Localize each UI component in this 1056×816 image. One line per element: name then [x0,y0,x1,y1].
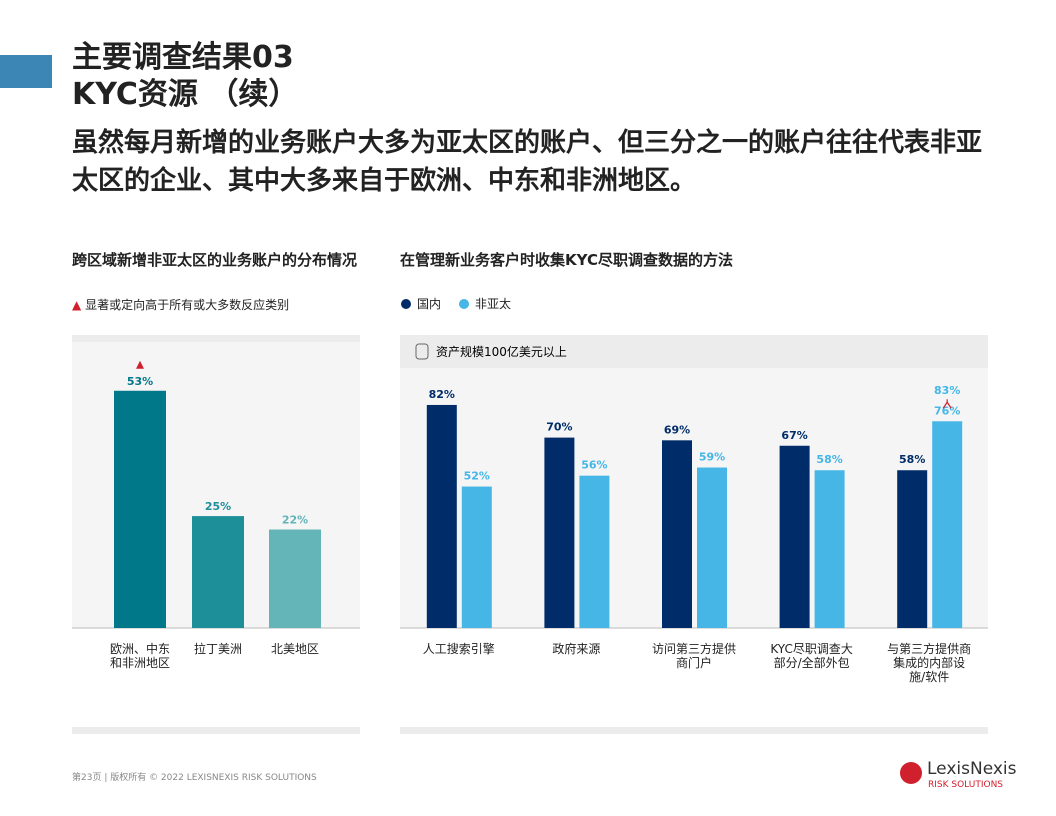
x-tick-label: 访问第三方提供商门户 [651,642,736,670]
significance-marker [136,360,144,369]
x-tick-label: 拉丁美洲 [193,642,242,656]
panel-strip [400,727,988,734]
legend-swatch [401,299,411,309]
bar [269,529,321,628]
value-label: 58% [899,453,925,466]
arrow-head [942,401,952,409]
bar [662,440,692,628]
x-tick-label: 政府来源 [552,642,601,656]
legend-label: 非亚太 [475,296,511,311]
value-label: 53% [127,375,153,388]
value-label: 82% [429,388,455,401]
bar [779,445,810,628]
x-tick-label: 欧洲、中东和非洲地区 [109,642,170,670]
bar [426,404,457,628]
value-label: 25% [205,500,231,513]
bar [814,470,845,628]
legend-swatch [459,299,469,309]
panel-header [400,335,988,368]
value-label: 52% [464,470,490,483]
value-label: 69% [664,423,690,436]
x-tick-label: 与第三方提供商集成的内部设施/软件 [887,642,972,684]
bar [114,390,166,628]
bar [192,516,244,628]
value-label: 59% [699,451,725,464]
value-label: 22% [282,514,308,527]
logo: LexisNexis [927,759,1017,779]
value-label: 58% [816,453,842,466]
note-text: 显著或定向高于所有或大多数反应类别 [85,298,290,312]
panel-subtitle: 资产规模100亿美元以上 [436,344,567,359]
bar [932,421,963,628]
value-label: 67% [781,429,807,442]
title: KYC资源 （续） [72,77,299,112]
title: 主要调查结果03 [72,40,294,75]
plot-area [400,368,988,628]
x-tick-label: KYC尽职调查大部分/全部外包 [770,642,853,670]
subtitle: 虽然每月新增的业务账户大多为亚太区的账户、但三分之一的账户往往代表非亚太区的企业… [72,128,983,196]
footer: 第23页 | 版权所有 © 2022 LEXISNEXIS RISK SOLUT… [72,773,317,783]
logo-mark [900,762,922,784]
bar [544,437,575,628]
chart-title: 跨区域新增非亚太区的业务账户的分布情况 [72,251,358,269]
tab-marker [0,55,52,88]
panel-strip [72,335,360,342]
bar [461,486,492,628]
x-tick-label: 北美地区 [270,642,319,656]
panel-strip [72,727,360,734]
note-marker: ▲ [72,298,82,312]
icon [415,343,429,360]
chart-title: 在管理新业务客户时收集KYC尽职调查数据的方法 [400,251,733,269]
highlight-label: 83% [934,384,960,397]
logo-sub: RISK SOLUTIONS [928,780,1004,790]
bar [579,475,610,628]
value-label: 70% [546,421,572,434]
value-label: 56% [581,459,607,472]
value-label: 76% [934,404,960,417]
chart-note: ▲ 显著或定向高于所有或大多数反应类别 [72,296,289,313]
x-tick-label: 人工搜索引擎 [422,642,495,656]
legend-label: 国内 [417,297,441,311]
bar [897,470,928,628]
bar [697,467,727,628]
